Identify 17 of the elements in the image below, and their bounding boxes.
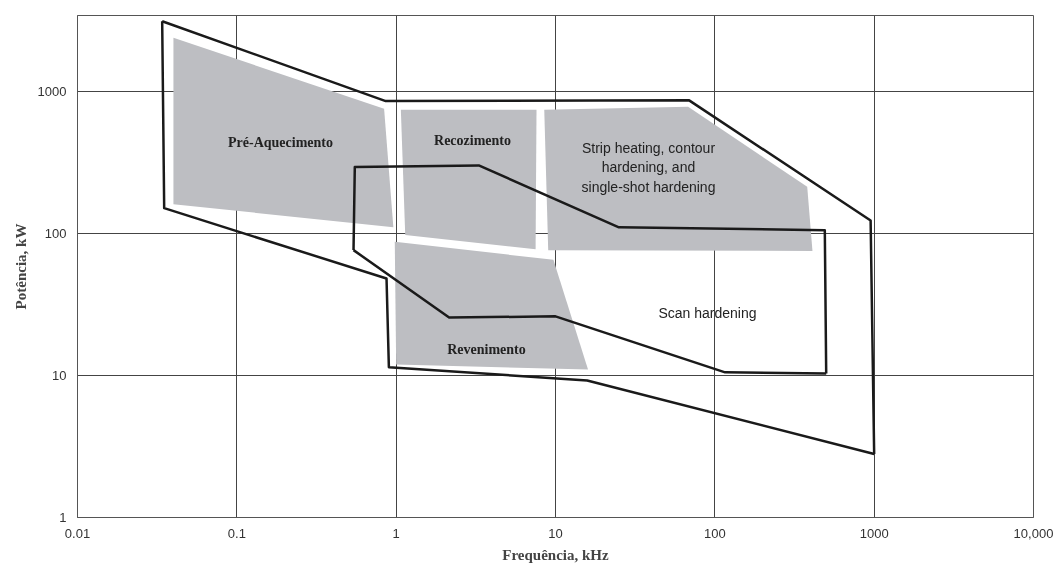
annotation: Revenimento — [447, 342, 526, 357]
y-tick-label: 10 — [52, 367, 67, 383]
y-tick-label: 1000 — [37, 83, 67, 99]
annotation: Recozimento — [434, 133, 511, 148]
x-tick-label: 10 — [548, 525, 563, 541]
x-tick-label: 10,000 — [1013, 525, 1054, 541]
x-tick-label: 0.01 — [64, 525, 91, 541]
x-tick-label: 100 — [703, 525, 726, 541]
annotation: Pré-Aquecimento — [228, 135, 333, 150]
x-axis-title: Frequência, kHz — [502, 546, 610, 563]
x-tick-label: 0.1 — [227, 525, 246, 541]
y-axis-title: Potência, kW — [12, 223, 29, 310]
y-tick-label: 1 — [59, 510, 67, 525]
y-tick-label: 100 — [44, 225, 67, 241]
x-tick-label: 1 — [392, 525, 400, 541]
x-tick-label: 1000 — [859, 525, 889, 541]
annotation: Strip heating, contour hardening, and single-shot hardening — [581, 140, 716, 195]
